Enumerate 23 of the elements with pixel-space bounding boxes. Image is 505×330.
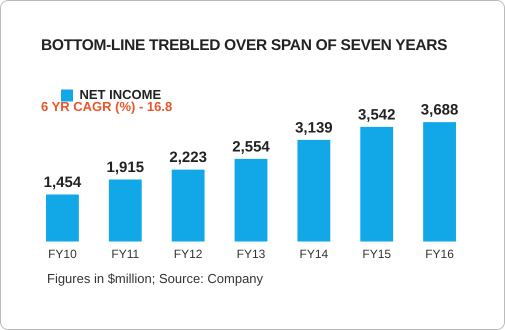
data-label: 3,139 bbox=[295, 120, 333, 137]
data-label: 2,223 bbox=[169, 149, 207, 166]
bar bbox=[108, 180, 142, 242]
data-label: 1,454 bbox=[44, 174, 82, 192]
x-tick-label: FY11 bbox=[111, 247, 140, 262]
data-label: 3,688 bbox=[420, 102, 458, 119]
data-label: 1,915 bbox=[106, 159, 144, 176]
x-tick-label: FY10 bbox=[48, 247, 78, 262]
bar bbox=[46, 194, 79, 242]
data-label: 2,554 bbox=[232, 138, 270, 156]
data-label: 3,542 bbox=[358, 106, 396, 124]
bar bbox=[172, 170, 205, 242]
bar bbox=[297, 140, 330, 242]
x-tick-label: FY14 bbox=[300, 247, 329, 262]
text: Figures in $million; Source: Company bbox=[47, 271, 264, 286]
bar bbox=[423, 122, 456, 242]
x-tick-label: FY15 bbox=[362, 247, 392, 262]
x-tick-label: FY12 bbox=[174, 247, 203, 262]
bar bbox=[234, 158, 268, 242]
x-tick-label: FY13 bbox=[236, 247, 266, 262]
x-tick-label: FY16 bbox=[425, 247, 454, 262]
bar bbox=[360, 126, 394, 242]
chart-title: BOTTOM-LINE TREBLED OVER SPAN OF SEVEN YEARS bbox=[41, 37, 448, 55]
